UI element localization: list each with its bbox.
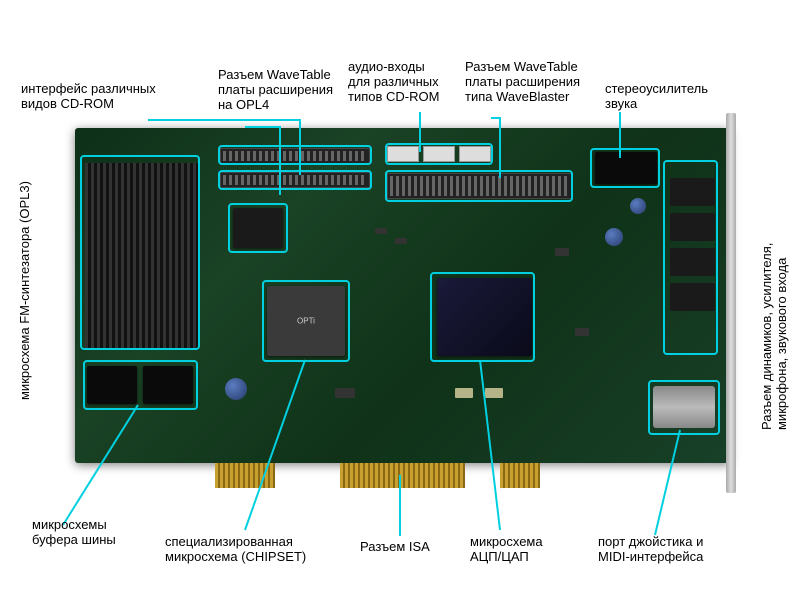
- isa-pins-3: [500, 463, 540, 488]
- label-chipset: специализированнаямикросхема (CHIPSET): [165, 535, 306, 565]
- bus-buffer-box: [83, 360, 198, 410]
- label-jacks: Разъем динамиков, усилителя,микрофона, з…: [760, 243, 790, 430]
- label-fm-synth: микросхема FM-синтезатора (OPL3): [18, 181, 33, 400]
- cap-1: [225, 378, 247, 400]
- adc-dac-box: [430, 272, 535, 362]
- audio-in-box: [385, 143, 493, 165]
- pci-bracket: [726, 113, 736, 493]
- isa-pins-2: [340, 463, 465, 488]
- joystick-box: [648, 380, 720, 435]
- label-stereo-amp: стереоусилительзвука: [605, 82, 708, 112]
- label-audio-inputs: аудио-входыдля различныхтипов CD-ROM: [348, 60, 439, 105]
- smd: [455, 388, 473, 398]
- opl4-header-box: [218, 170, 372, 190]
- label-wavetable-blaster: Разъем WaveTableплаты расширениятипа Wav…: [465, 60, 580, 105]
- smd: [395, 238, 407, 244]
- waveblaster-box: [385, 170, 573, 202]
- stereo-amp-box: [590, 148, 660, 188]
- jacks-box: [663, 160, 718, 355]
- cdrom-header-box: [218, 145, 372, 165]
- cap-3: [630, 198, 646, 214]
- label-isa: Разъем ISA: [360, 540, 430, 555]
- cap-2: [605, 228, 623, 246]
- smd: [555, 248, 569, 256]
- label-wavetable-opl4: Разъем WaveTableплаты расширенияна OPL4: [218, 68, 333, 113]
- label-bus-buffer: микросхемыбуфера шины: [32, 518, 116, 548]
- isa-pins-1: [215, 463, 275, 488]
- label-joystick: порт джойстика иMIDI-интерфейса: [598, 535, 703, 565]
- smd: [575, 328, 589, 336]
- smd: [485, 388, 503, 398]
- label-adc-dac: микросхемаАЦП/ЦАП: [470, 535, 543, 565]
- chip-small-box: [228, 203, 288, 253]
- smd: [375, 228, 387, 234]
- fm-synth-box: [80, 155, 200, 350]
- label-cdrom-interface: интерфейс различныхвидов CD-ROM: [21, 82, 156, 112]
- smd: [335, 388, 355, 398]
- chipset-box: [262, 280, 350, 362]
